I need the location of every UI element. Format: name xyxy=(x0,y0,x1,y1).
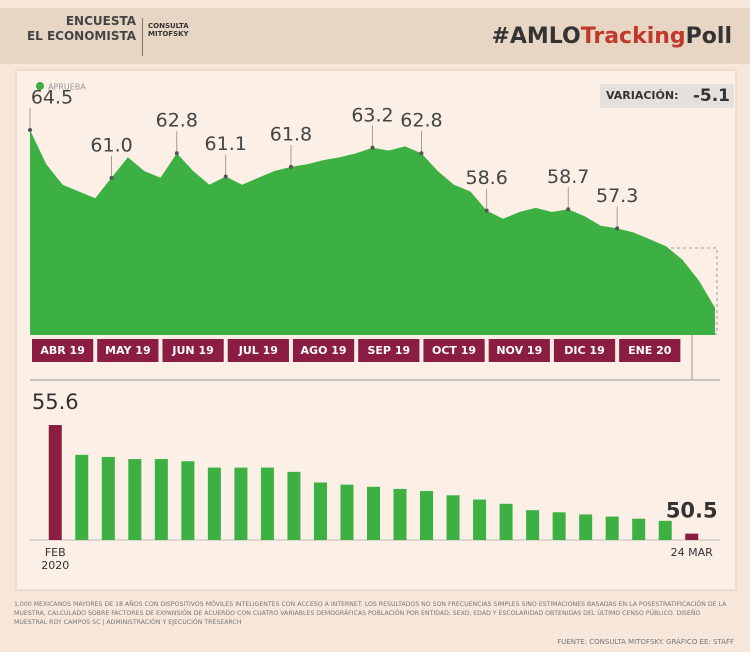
point xyxy=(174,151,179,156)
bar xyxy=(685,533,699,540)
bar xyxy=(446,495,460,540)
point xyxy=(419,151,424,156)
month-box xyxy=(97,339,159,362)
point xyxy=(615,226,620,231)
value-label: 64.5 xyxy=(31,87,73,109)
bar xyxy=(579,514,593,540)
month-box xyxy=(358,339,420,362)
bar xyxy=(499,503,513,540)
bar xyxy=(367,486,380,540)
hashtag: #AMLOTrackingPoll xyxy=(491,24,732,49)
hashtag-part: #AMLO xyxy=(491,24,581,49)
point xyxy=(109,175,114,180)
bar xyxy=(48,425,62,540)
x-tick-label: ENE 20 xyxy=(628,344,672,357)
x-tick-label: DIC 19 xyxy=(564,344,604,357)
bar xyxy=(632,518,646,540)
value-label: 63.2 xyxy=(351,104,393,126)
month-box xyxy=(619,339,681,362)
point xyxy=(288,164,293,169)
point xyxy=(566,207,571,212)
bar xyxy=(420,491,434,540)
bar xyxy=(340,484,354,540)
x-tick-label: 24 MAR xyxy=(670,546,713,559)
x-tick-label: FEB 2020 xyxy=(41,546,70,572)
value-label: 61.0 xyxy=(90,134,132,156)
footnote: 1,000 MEXICANOS MAYORES DE 18 AÑOS CON D… xyxy=(14,601,727,626)
bar xyxy=(313,482,327,540)
header-band xyxy=(0,8,750,64)
month-box xyxy=(488,339,550,362)
bar xyxy=(181,461,195,540)
brand-line: EL ECONOMISTA xyxy=(26,29,136,43)
variation-value: -5.1 xyxy=(693,86,730,106)
value-label: 62.8 xyxy=(156,110,198,132)
x-tick-label: NOV 19 xyxy=(496,344,542,357)
legend-marker xyxy=(36,82,44,90)
bar xyxy=(473,499,487,540)
bar xyxy=(154,459,168,540)
bar xyxy=(101,456,115,540)
bar xyxy=(526,510,540,540)
bar xyxy=(128,459,142,540)
brand-line: ENCUESTA xyxy=(65,14,136,28)
legend-label: APRUEBA xyxy=(48,83,86,92)
bar xyxy=(605,516,619,540)
value-label: 61.1 xyxy=(205,133,247,155)
hashtag-part: Poll xyxy=(685,24,732,49)
bar xyxy=(260,467,274,540)
point xyxy=(223,174,228,179)
source: FUENTE: CONSULTA MITOFSKY. GRÁFICO EE: S… xyxy=(557,638,734,646)
bar xyxy=(207,467,221,540)
value-label: 62.8 xyxy=(400,110,442,132)
bar xyxy=(393,488,407,540)
point xyxy=(28,128,32,132)
month-box xyxy=(423,339,485,362)
month-box xyxy=(292,339,355,362)
hashtag-part: Tracking xyxy=(580,24,686,49)
x-tick-label: OCT 19 xyxy=(432,344,476,357)
logo: CONSULTA MITOFSKY xyxy=(148,22,189,38)
bar xyxy=(75,454,89,540)
variation-box xyxy=(600,84,734,108)
brand: ENCUESTA EL ECONOMISTA xyxy=(26,14,136,44)
divider xyxy=(142,18,143,56)
month-box xyxy=(32,339,94,362)
value-label: 58.7 xyxy=(547,166,589,188)
variation-label: VARIACIÓN: xyxy=(606,89,678,102)
bar xyxy=(234,467,248,540)
x-tick-label: SEP 19 xyxy=(367,344,410,357)
value-label: 57.3 xyxy=(596,185,638,207)
x-tick-label: JUL 19 xyxy=(238,344,278,357)
point xyxy=(370,145,375,150)
x-tick-label: JUN 19 xyxy=(171,344,213,357)
bar xyxy=(658,520,672,540)
bar xyxy=(287,471,301,540)
value-label: 61.8 xyxy=(270,123,312,145)
area xyxy=(30,130,715,335)
month-box xyxy=(553,339,616,362)
point xyxy=(484,208,489,213)
value-label: 55.6 xyxy=(32,390,79,414)
x-tick-label: MAY 19 xyxy=(105,344,151,357)
x-tick-label: AGO 19 xyxy=(301,344,347,357)
month-box xyxy=(162,339,224,362)
value-label: 50.5 xyxy=(666,499,718,523)
value-label: 58.6 xyxy=(466,167,508,189)
bar xyxy=(552,512,566,540)
x-tick-label: ABR 19 xyxy=(40,344,85,357)
month-box xyxy=(227,339,289,362)
